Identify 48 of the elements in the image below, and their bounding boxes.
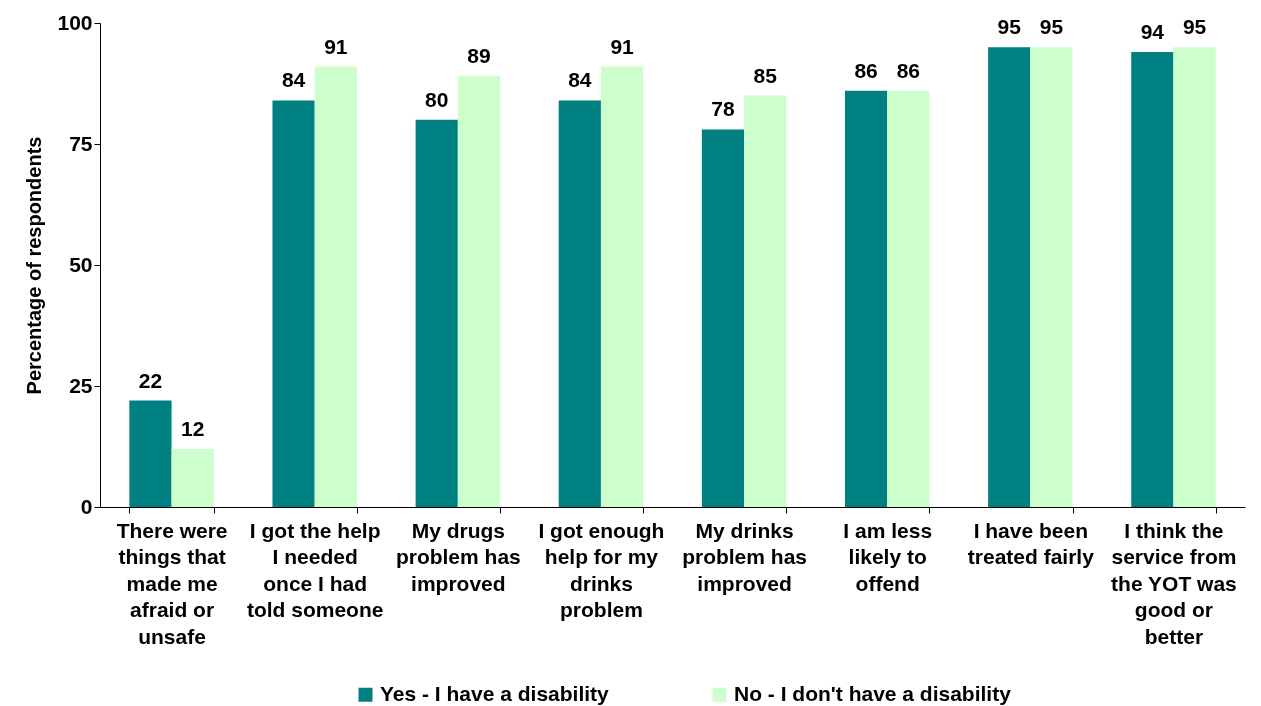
bar xyxy=(1173,47,1216,507)
bar xyxy=(887,90,930,507)
bar xyxy=(1131,52,1174,507)
bar xyxy=(701,129,745,507)
bar xyxy=(171,448,214,507)
bar xyxy=(600,66,644,507)
x-tick-label: I have been treated fairly xyxy=(967,518,1095,568)
bar xyxy=(744,95,787,507)
x-tick-label: My drinks problem has improved xyxy=(682,518,807,595)
data-label: 91 xyxy=(324,34,348,58)
x-tick-label: My drugs problem has improved xyxy=(395,518,521,595)
x-tick-label: There were things that made me afraid or unsafe xyxy=(116,518,228,648)
y-tick-label: 50 xyxy=(69,252,93,276)
data-label: 80 xyxy=(425,87,449,111)
legend-label: Yes - I have a disability xyxy=(380,681,610,705)
bar xyxy=(415,119,458,507)
data-label: 86 xyxy=(896,58,920,82)
data-label: 12 xyxy=(180,416,205,440)
data-label: 78 xyxy=(711,97,735,121)
data-label: 91 xyxy=(610,34,635,58)
data-label: 84 xyxy=(568,68,592,92)
y-tick-label: 100 xyxy=(57,10,93,34)
y-tick-label: 25 xyxy=(69,373,93,397)
bar xyxy=(988,47,1031,507)
x-tick-label: I got the help I needed once I had told someone xyxy=(246,518,384,621)
bar xyxy=(314,66,357,507)
bar xyxy=(1030,47,1073,507)
x-tick-label: I am less likely to offend xyxy=(843,518,933,595)
bar xyxy=(558,100,601,507)
y-tick-label: 0 xyxy=(80,494,93,518)
data-label: 95 xyxy=(1182,15,1207,39)
y-axis-title: Percentage of respondents xyxy=(23,136,46,395)
bar xyxy=(129,400,172,507)
bar xyxy=(457,76,501,507)
data-label: 95 xyxy=(997,15,1022,39)
legend-label: No - I don't have a disability xyxy=(734,681,1012,705)
data-label: 86 xyxy=(854,58,878,82)
data-label: 94 xyxy=(1140,20,1165,44)
y-tick-label: 75 xyxy=(69,131,93,155)
bar xyxy=(272,100,315,507)
bar xyxy=(844,90,888,507)
data-label: 95 xyxy=(1039,15,1064,39)
data-label: 89 xyxy=(467,44,491,68)
x-tick-label: I got enough help for my drinks problem xyxy=(538,518,665,621)
data-label: 84 xyxy=(281,68,306,92)
x-tick-label: I think the service from the YOT was good or better xyxy=(1111,518,1237,648)
data-label: 22 xyxy=(138,368,163,392)
data-label: 85 xyxy=(753,63,778,87)
